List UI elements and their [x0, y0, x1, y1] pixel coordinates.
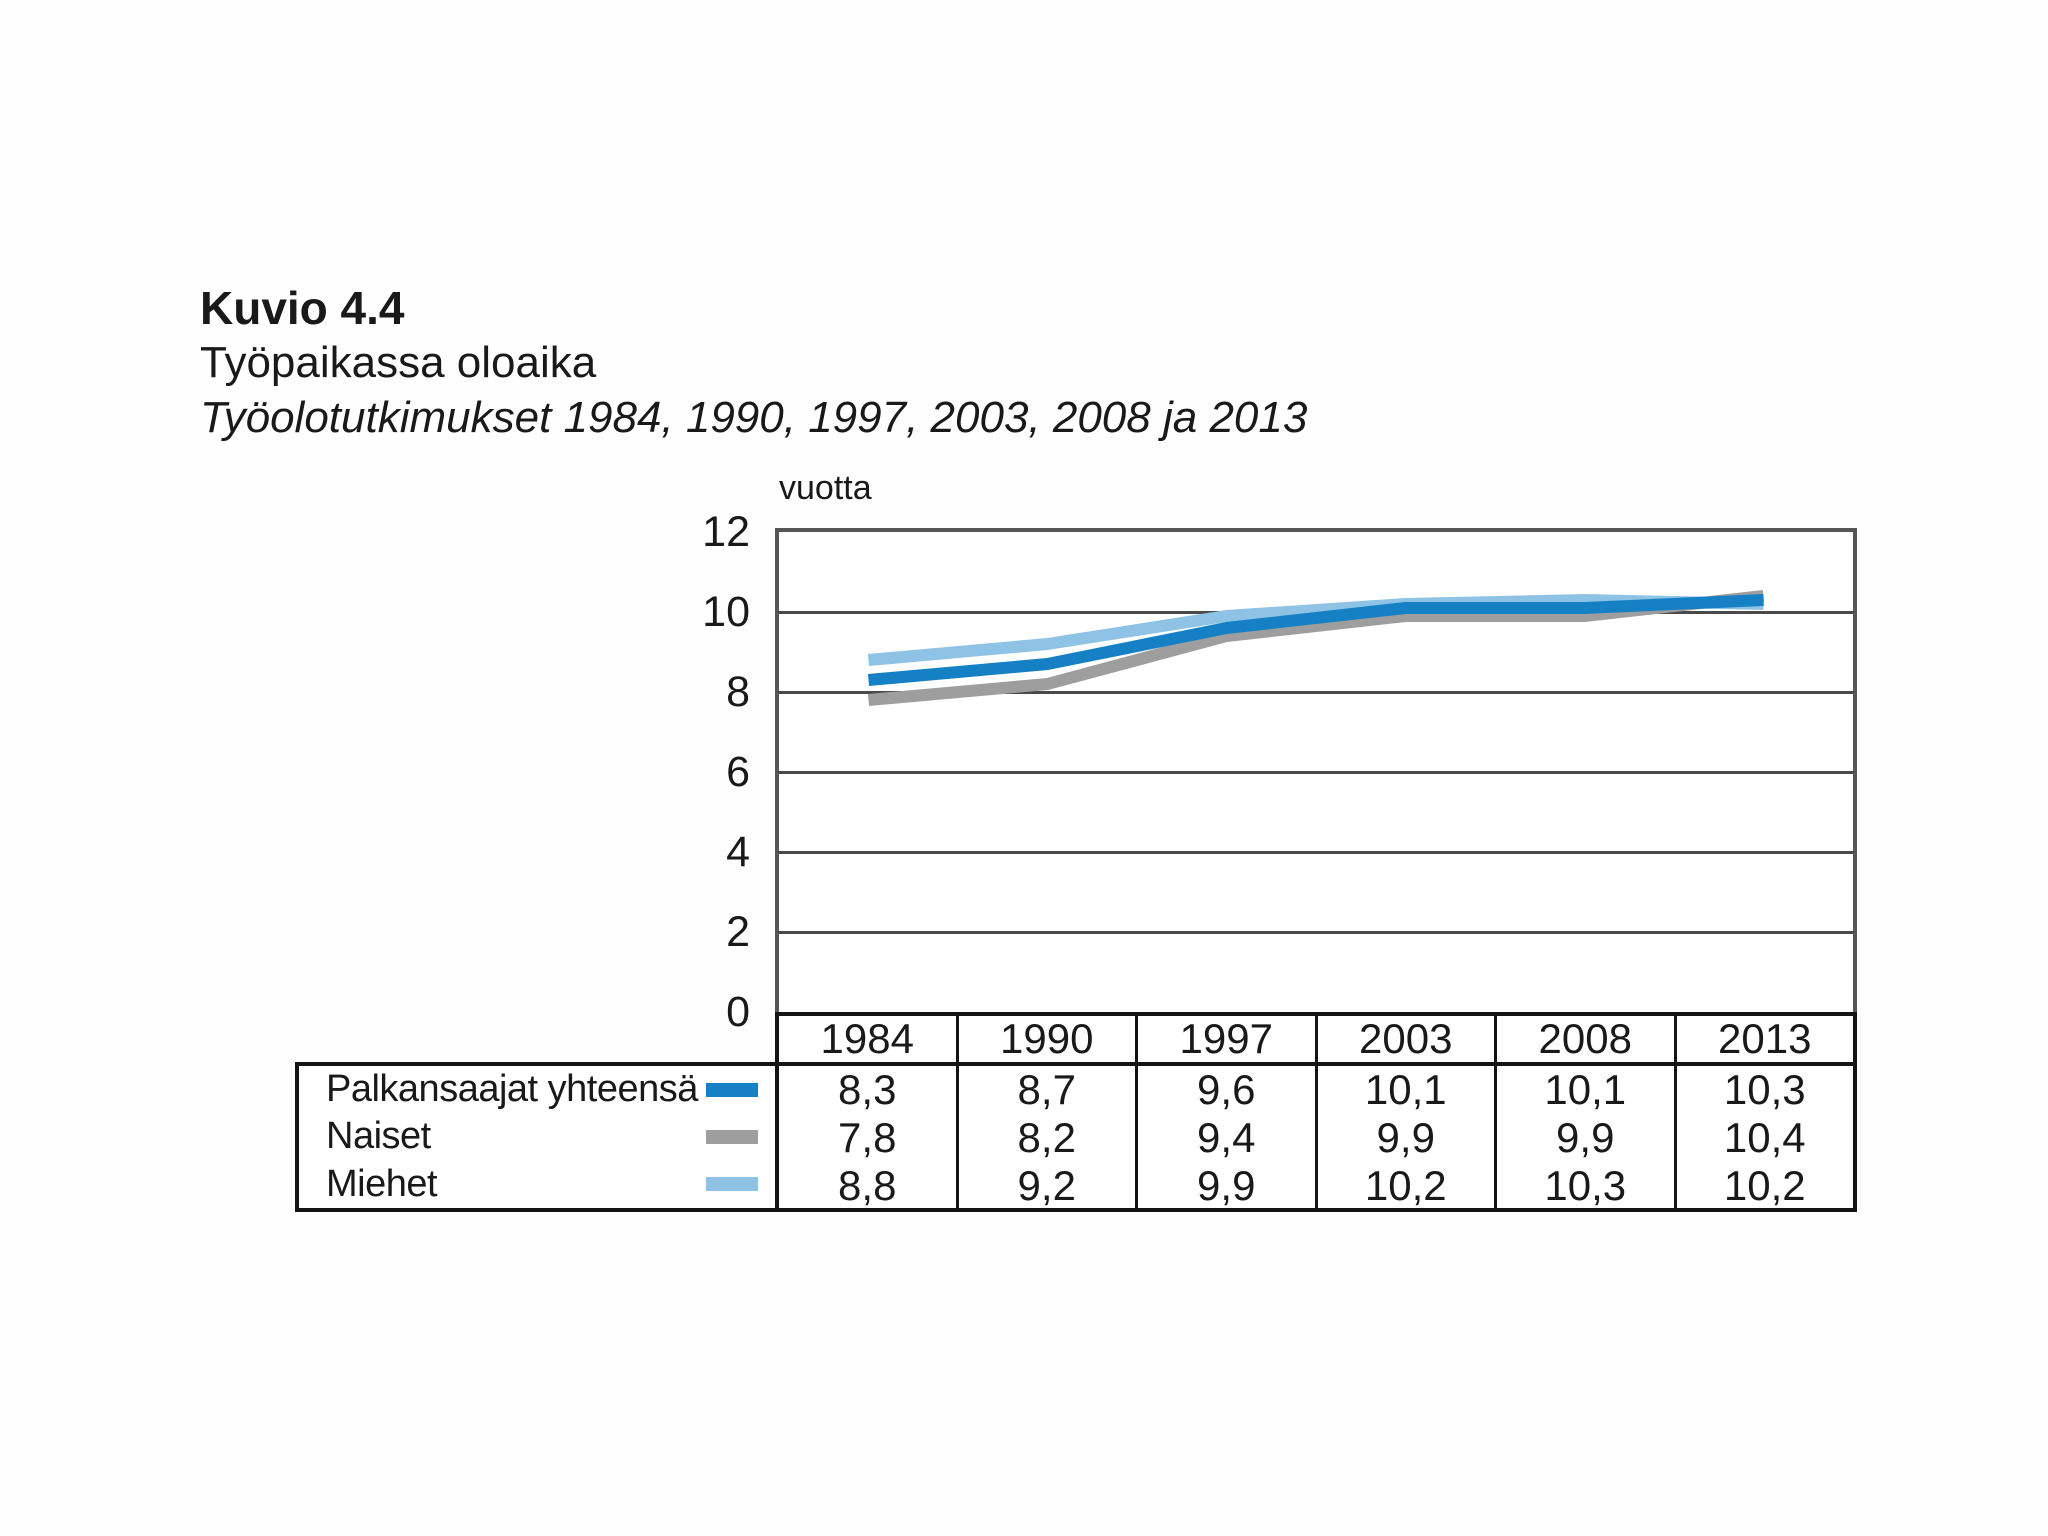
gridline-y-6	[779, 770, 1853, 774]
table-value-cell: 7,8	[838, 1114, 897, 1161]
table-value-cell: 8,2	[1017, 1114, 1076, 1161]
year-column-header: 1990	[955, 1015, 1136, 1062]
value-column-1997: 9,6 9,4 9,9	[1135, 1066, 1315, 1209]
table-value-cell: 8,8	[838, 1162, 897, 1209]
chart-lines	[867, 590, 1765, 706]
y-axis-tick-label: 6	[726, 748, 750, 796]
year-column-header: 2003	[1314, 1015, 1495, 1062]
legend-row: Naiset	[299, 1113, 775, 1160]
year-column-header: 2008	[1494, 1015, 1674, 1062]
figure-number: Kuvio 4.4	[200, 282, 405, 334]
year-column-header: 1984	[820, 1015, 914, 1062]
table-value-cell: 10,2	[1364, 1162, 1447, 1209]
table-value-cell: 9,9	[1556, 1114, 1615, 1161]
legend-row: Miehet	[299, 1161, 775, 1208]
data-table: 1984 1990 1997 2003 2008 2013 Palkansaajat yh…	[295, 1012, 1857, 1212]
gridline-y-2	[779, 930, 1853, 934]
table-value-cell: 9,2	[1017, 1162, 1076, 1209]
table-value-cell: 9,6	[1197, 1066, 1256, 1113]
y-axis: 12 10 8 6 4 2 0	[560, 0, 750, 1300]
gridline-y-8	[779, 690, 1853, 694]
series-line-1	[867, 594, 1764, 686]
line-chart-plot-area	[775, 528, 1857, 1012]
table-value-cell: 8,7	[1017, 1066, 1076, 1113]
legend-row: Palkansaajat yhteensä	[299, 1066, 775, 1113]
value-column-2003: 10,1 9,9 10,2	[1314, 1066, 1495, 1209]
legend: Palkansaajat yhteensä Naiset Miehet	[299, 1066, 779, 1208]
gridline-y-4	[779, 850, 1853, 854]
y-axis-tick-label: 8	[726, 668, 750, 716]
table-value-cell: 10,1	[1544, 1066, 1627, 1113]
figure-subtitle: Työolotutkimukset 1984, 1990, 1997, 2003…	[200, 393, 1308, 442]
y-axis-tick-label: 0	[726, 988, 750, 1036]
table-values: 8,3 7,8 8,8 8,7 8,2 9,2 9,6 9,4 9,9 10,1 9,9 10,2 10…	[779, 1066, 1854, 1209]
table-value-cell: 10,3	[1723, 1066, 1806, 1113]
value-column-1984: 8,3 7,8 8,8	[779, 1066, 956, 1209]
legend-swatch	[706, 1177, 758, 1192]
table-value-cell: 10,4	[1723, 1114, 1806, 1161]
year-column-header: 1997	[1135, 1015, 1315, 1062]
table-value-cell: 10,3	[1544, 1162, 1627, 1209]
legend-swatch	[706, 1082, 758, 1097]
legend-label: Palkansaajat yhteensä	[326, 1068, 698, 1111]
table-value-cell: 10,1	[1364, 1066, 1447, 1113]
y-axis-unit-label: vuotta	[779, 469, 872, 507]
table-value-cell: 9,4	[1197, 1114, 1256, 1161]
legend-label: Naiset	[326, 1115, 431, 1158]
table-value-cell: 8,3	[838, 1066, 897, 1113]
table-body: Palkansaajat yhteensä Naiset Miehet 8,3 7,8…	[295, 1062, 1857, 1212]
table-value-cell: 9,9	[1376, 1114, 1435, 1161]
table-header-row: 1984 1990 1997 2003 2008 2013	[775, 1012, 1857, 1062]
year-column-header: 2013	[1673, 1015, 1854, 1062]
value-column-2013: 10,3 10,4 10,2	[1673, 1066, 1854, 1209]
table-value-cell: 9,9	[1197, 1162, 1256, 1209]
value-column-2008: 10,1 9,9 10,3	[1494, 1066, 1674, 1209]
y-axis-tick-label: 12	[702, 508, 750, 556]
y-axis-tick-label: 4	[726, 828, 750, 876]
plot-gridlines	[779, 532, 1853, 1012]
legend-label: Miehet	[326, 1162, 438, 1205]
legend-swatch	[706, 1129, 758, 1144]
figure-title: Työpaikassa oloaika	[200, 338, 597, 387]
value-column-1990: 8,7 8,2 9,2	[955, 1066, 1136, 1209]
y-axis-tick-label: 10	[702, 588, 750, 636]
y-axis-tick-label: 2	[726, 908, 750, 956]
table-value-cell: 10,2	[1723, 1162, 1806, 1209]
